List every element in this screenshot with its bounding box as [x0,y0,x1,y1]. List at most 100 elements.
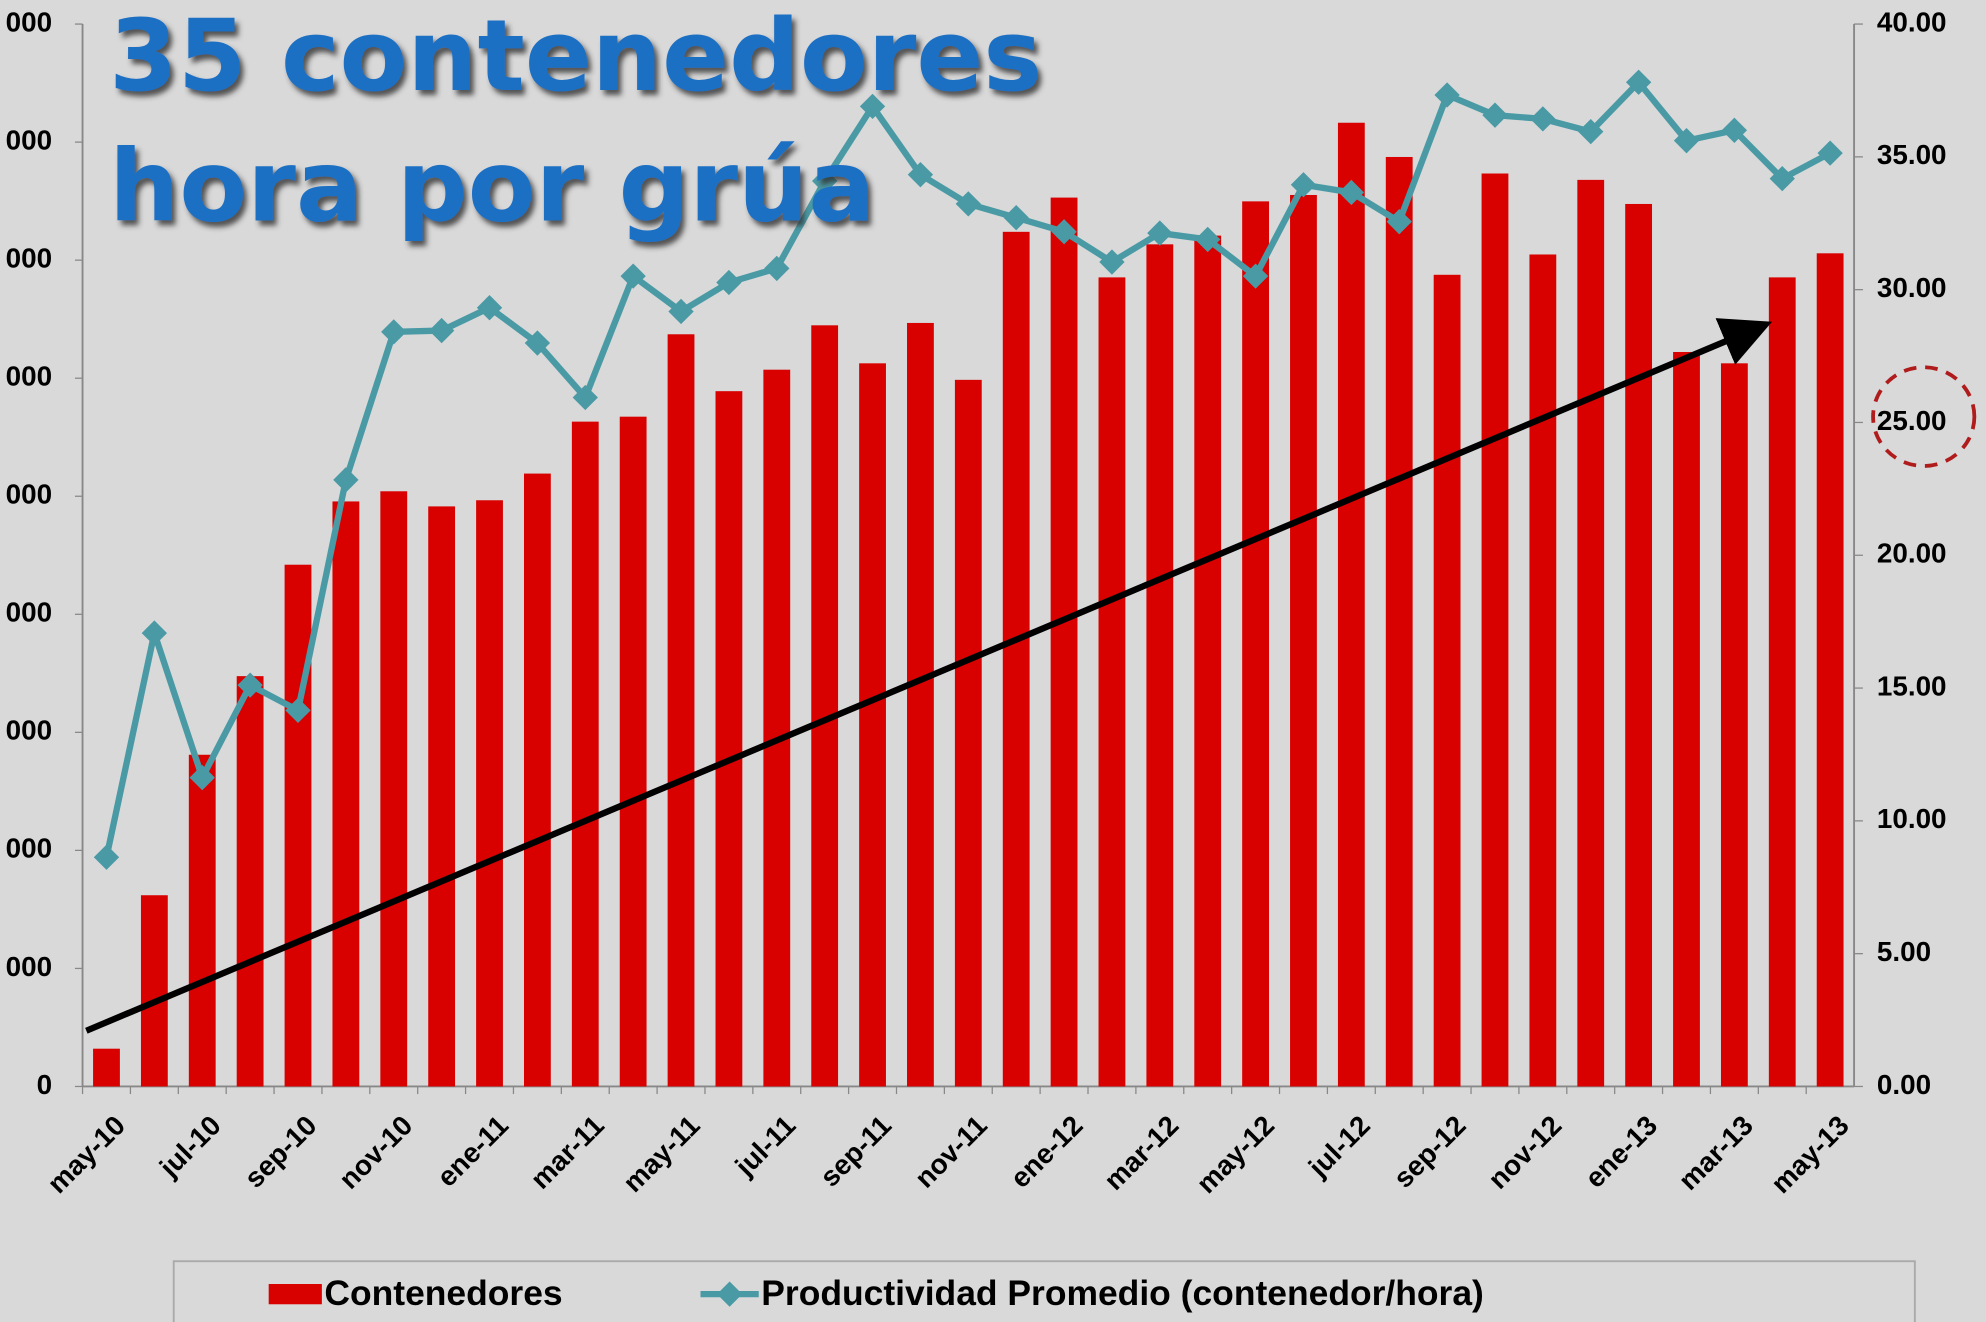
legend-marker [716,1281,743,1307]
legend-swatch [268,1284,322,1305]
x-tick-label: may-10 [41,1109,131,1199]
bar [1816,253,1844,1087]
line-marker [1578,118,1604,145]
line-marker [1625,69,1652,95]
line-marker [859,93,886,120]
x-tick-label: mar-11 [524,1109,609,1194]
line-marker [1195,226,1221,253]
y2-tick-label: 20.00 [1877,538,1947,569]
bar [1481,173,1509,1087]
bar [1242,201,1269,1087]
line-marker [1721,117,1748,143]
y2-tick-label: 35.00 [1877,139,1947,170]
x-tick-label: may-11 [617,1109,706,1198]
y-tick-label: 000 [6,833,52,864]
bar [619,416,647,1087]
line-marker [1099,249,1125,275]
annotation: 35 contenedores hora por grúa [109,0,1042,245]
bar [93,1048,120,1087]
y-tick-label: 000 [6,361,52,392]
x-tick-label: may-12 [1190,1109,1280,1199]
bar [1673,351,1700,1087]
bar [236,676,264,1087]
bar [380,491,408,1087]
y-tick-label: 000 [6,243,52,274]
x-tick-label: mar-13 [1673,1109,1759,1195]
line-marker [716,269,742,296]
line-marker [285,697,311,724]
line-marker [1817,140,1843,166]
line-marker [381,319,407,345]
line-marker [1290,172,1317,198]
y2-tick-label: 5.00 [1877,936,1931,967]
line-marker [1673,127,1700,154]
bar [1385,156,1413,1087]
y2-tick-label: 0.00 [1877,1069,1931,1100]
x-tick-label: nov-10 [333,1109,418,1194]
bar [811,325,839,1087]
legend-label: Contenedores [324,1273,562,1313]
x-tick-label: ene-13 [1579,1109,1663,1193]
bar [667,334,695,1087]
annotation-line: hora por grúa [109,130,875,245]
x-tick-label: ene-11 [431,1109,514,1192]
x-tick-label: jul-12 [1302,1109,1376,1183]
line-marker [428,317,455,344]
x-tick-label: jul-11 [728,1109,801,1182]
y2-tick-label: 25.00 [1877,405,1947,436]
line-marker [1386,209,1412,235]
y-tick-label: 000 [6,6,52,37]
x-tick-label: nov-12 [1482,1109,1567,1194]
line-marker [1003,205,1029,231]
bar [332,501,360,1087]
highlight-circle [1871,365,1977,468]
bar [1146,244,1174,1087]
line-marker [668,298,694,325]
bar [140,895,168,1087]
trend-arrow [85,318,1773,1034]
y-tick-label: 000 [6,597,52,628]
bar [1050,197,1078,1087]
bar [859,363,886,1087]
y-tick-label: 000 [6,479,52,510]
bar [1098,277,1126,1087]
x-tick-label: jul-10 [153,1109,227,1183]
y2-tick-label: 40.00 [1877,6,1947,37]
legend-label: Productividad Promedio (contenedor/hora) [761,1273,1484,1313]
line-marker [1242,263,1269,289]
y-tick-label: 000 [6,715,52,746]
bar [1194,235,1222,1087]
line-marker [1147,220,1173,246]
legend-box [172,1260,1916,1322]
line-marker [812,168,838,194]
x-tick-label: may-13 [1765,1109,1855,1199]
y-tick-label: 0 [37,1069,52,1100]
bar [1337,122,1365,1087]
bar [1002,231,1030,1087]
line-marker [1338,179,1365,206]
line-marker [764,255,790,282]
bar [1720,363,1748,1087]
bar [954,379,982,1087]
line-marker [1434,82,1460,108]
line-marker [237,672,263,698]
line-marker [907,161,934,188]
line-marker [476,295,503,321]
line-marker [189,764,215,791]
line-marker [1482,102,1508,128]
line-marker [572,384,598,411]
x-tick-label: sep-11 [814,1109,897,1192]
bar [476,500,503,1087]
bar [1625,203,1653,1087]
bar [571,421,599,1087]
line-marker [93,844,120,870]
line-marker [1530,106,1556,132]
bar [428,506,456,1087]
annotation-line: 35 contenedores [109,0,1042,114]
line-marker [1769,165,1795,192]
x-tick-label: sep-10 [238,1109,322,1193]
bar [763,369,791,1087]
bar [1529,254,1557,1087]
